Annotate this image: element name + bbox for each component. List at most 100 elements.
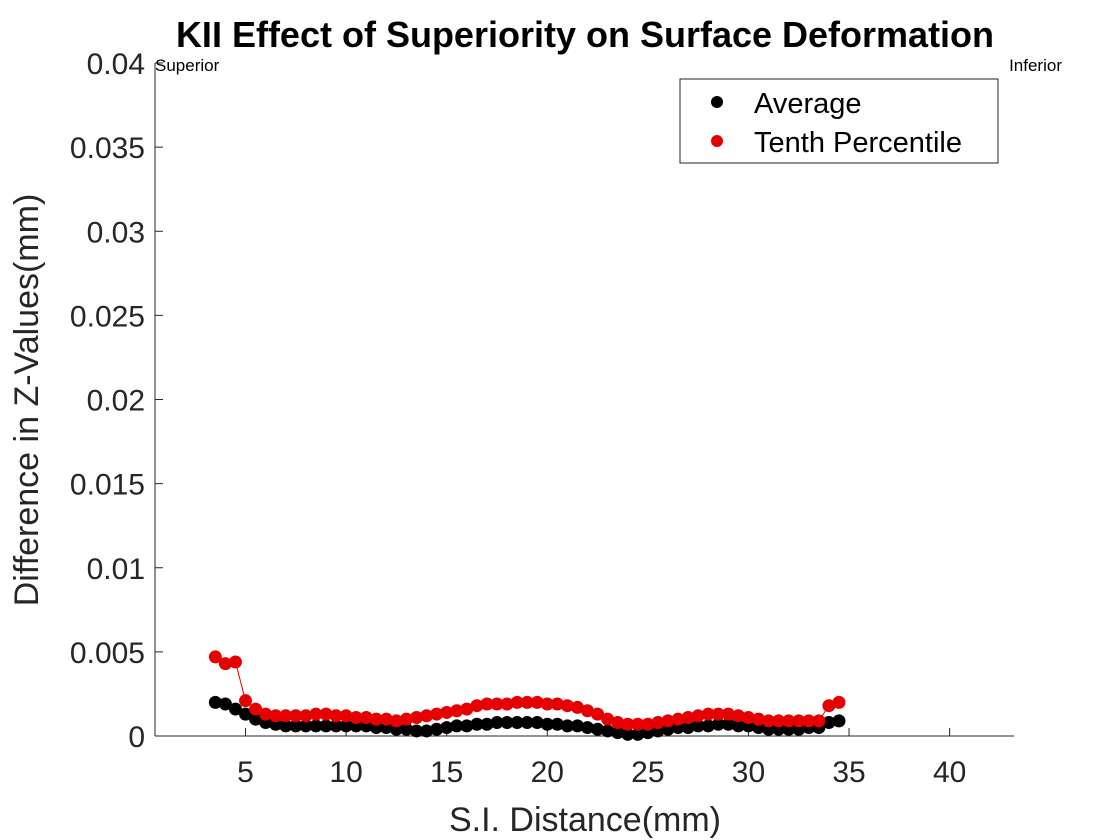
data-point-tenth-percentile [691, 709, 705, 723]
data-point-tenth-percentile [410, 710, 424, 724]
data-point-average [249, 712, 263, 726]
data-point-tenth-percentile [721, 707, 735, 721]
data-point-tenth-percentile [359, 710, 373, 724]
data-point-tenth-percentile [339, 709, 353, 723]
legend-box [679, 78, 999, 164]
data-point-average [681, 721, 695, 735]
data-point-tenth-percentile [289, 709, 303, 723]
y-tick-label: 0.015 [70, 469, 145, 502]
corner-label-inferior: Inferior [1009, 56, 1062, 75]
data-point-tenth-percentile [792, 714, 806, 728]
data-point-average [319, 719, 333, 733]
data-point-tenth-percentile [349, 710, 363, 724]
data-point-average [309, 719, 323, 733]
y-tick-label: 0.005 [70, 637, 145, 670]
data-point-tenth-percentile [480, 697, 494, 711]
plot-area: 5 10 15 20 25 30 35 40 0 0.005 0.01 0.015 0.02 0.025 0… [70, 48, 1014, 789]
data-point-average [591, 722, 605, 736]
legend: Average Tenth Percentile [679, 78, 999, 164]
x-tick-label: 40 [933, 756, 966, 789]
data-point-average [520, 716, 534, 730]
data-point-average [530, 716, 544, 730]
data-point-average [832, 714, 846, 728]
data-point-tenth-percentile [420, 709, 434, 723]
legend-marker-tenth-percentile [711, 135, 723, 147]
data-point-tenth-percentile [621, 717, 635, 731]
data-point-average [540, 717, 554, 731]
data-point-average [621, 727, 635, 741]
data-point-average [239, 707, 253, 721]
chart-title: KII Effect of Superiority on Surface Def… [176, 14, 994, 55]
data-point-average [410, 724, 424, 738]
data-point-average [339, 719, 353, 733]
x-tick-label: 30 [732, 756, 765, 789]
data-point-average [731, 719, 745, 733]
data-point-tenth-percentile [671, 712, 685, 726]
data-point-tenth-percentile [218, 657, 232, 671]
data-point-tenth-percentile [570, 700, 584, 714]
data-point-tenth-percentile [661, 714, 675, 728]
data-point-tenth-percentile [802, 714, 816, 728]
data-point-tenth-percentile [440, 705, 454, 719]
data-point-tenth-percentile [832, 695, 846, 709]
y-tick-label: 0.035 [70, 132, 145, 165]
data-point-tenth-percentile [399, 712, 413, 726]
data-point-average [721, 717, 735, 731]
data-point-tenth-percentile [752, 712, 766, 726]
data-point-tenth-percentile [641, 717, 655, 731]
data-point-average [460, 719, 474, 733]
data-point-tenth-percentile [450, 704, 464, 718]
data-point-average [470, 717, 484, 731]
data-point-average [420, 724, 434, 738]
data-point-tenth-percentile [379, 712, 393, 726]
data-point-tenth-percentile [772, 714, 786, 728]
data-point-tenth-percentile [228, 655, 242, 669]
data-point-average [289, 719, 303, 733]
x-tick-label: 15 [430, 756, 463, 789]
x-tick-label: 20 [531, 756, 564, 789]
data-point-average [601, 724, 615, 738]
data-point-tenth-percentile [581, 704, 595, 718]
data-point-tenth-percentile [782, 714, 796, 728]
data-point-tenth-percentile [631, 717, 645, 731]
y-axis-label: Difference in Z-Values(mm) [8, 194, 46, 607]
data-point-tenth-percentile [430, 707, 444, 721]
data-point-tenth-percentile [591, 707, 605, 721]
data-point-average [500, 716, 514, 730]
data-point-average [480, 717, 494, 731]
data-point-tenth-percentile [741, 710, 755, 724]
data-point-tenth-percentile [208, 650, 222, 664]
data-point-tenth-percentile [681, 710, 695, 724]
data-point-average [228, 702, 242, 716]
legend-label-average: Average [754, 88, 862, 120]
x-tick-label: 10 [329, 756, 362, 789]
data-point-average [208, 695, 222, 709]
data-point-tenth-percentile [540, 697, 554, 711]
data-point-tenth-percentile [651, 716, 665, 730]
y-tick-label: 0.02 [87, 385, 145, 418]
x-tick-label: 25 [631, 756, 664, 789]
data-point-average [570, 719, 584, 733]
data-point-average [279, 719, 293, 733]
data-point-average [510, 716, 524, 730]
data-point-tenth-percentile [389, 714, 403, 728]
data-point-tenth-percentile [269, 709, 283, 723]
data-point-average [701, 719, 715, 733]
data-point-average [711, 717, 725, 731]
data-point-average [611, 726, 625, 740]
data-point-tenth-percentile [490, 697, 504, 711]
corner-label-superior: Superior [155, 56, 220, 75]
data-point-average [581, 721, 595, 735]
data-point-average [430, 722, 444, 736]
x-tick-label: 5 [237, 756, 254, 789]
data-point-tenth-percentile [460, 702, 474, 716]
data-point-tenth-percentile [309, 707, 323, 721]
data-point-tenth-percentile [550, 697, 564, 711]
data-point-tenth-percentile [762, 714, 776, 728]
data-point-average [218, 697, 232, 711]
data-point-tenth-percentile [822, 699, 836, 713]
data-point-average [822, 716, 836, 730]
data-point-tenth-percentile [711, 707, 725, 721]
data-point-tenth-percentile [601, 712, 615, 726]
